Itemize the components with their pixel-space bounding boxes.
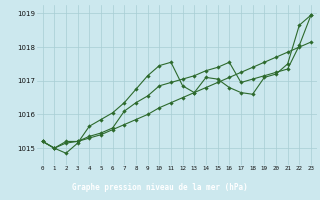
- Text: Graphe pression niveau de la mer (hPa): Graphe pression niveau de la mer (hPa): [72, 183, 248, 192]
